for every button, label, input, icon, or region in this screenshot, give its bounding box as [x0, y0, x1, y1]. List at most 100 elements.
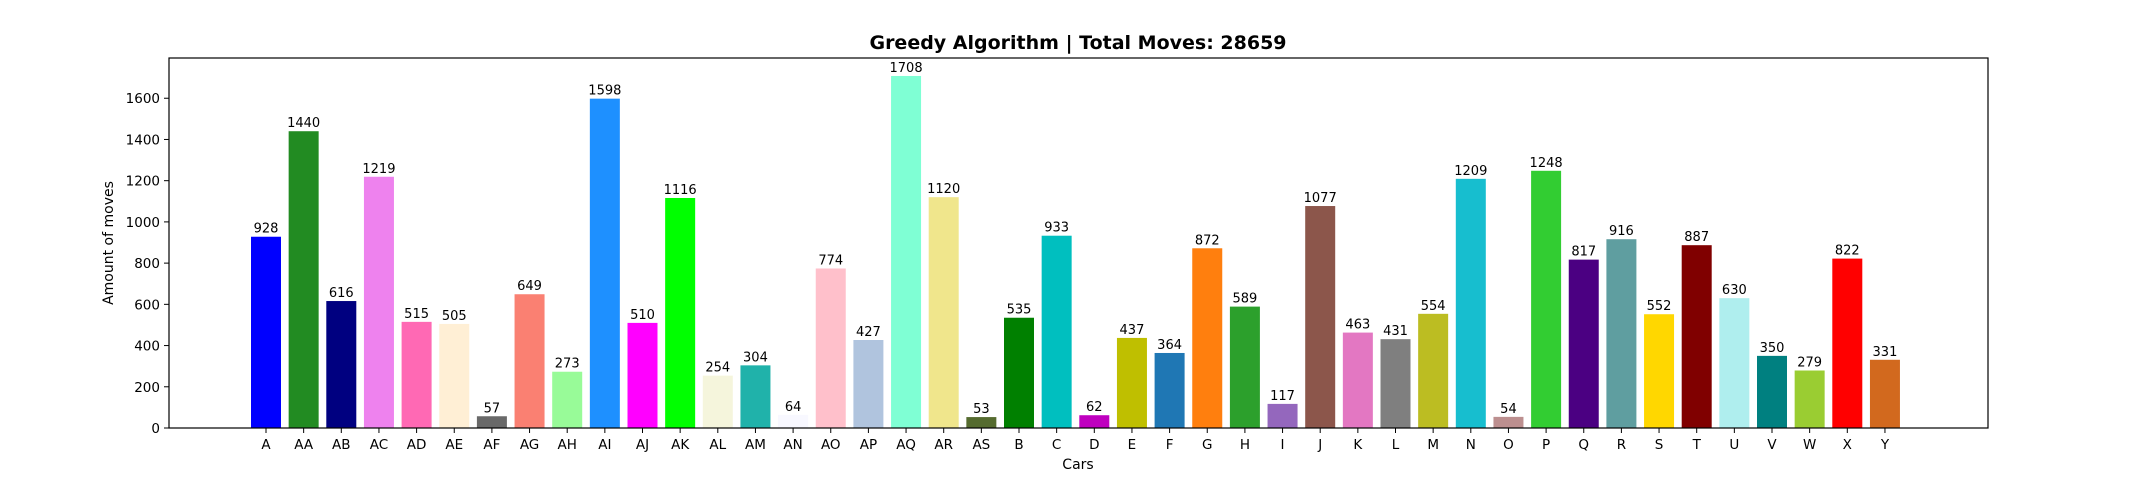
y-tick-label-800: 800 [134, 256, 160, 272]
x-tick-label-AD: AD [407, 437, 427, 453]
bar-AE [439, 323, 470, 428]
x-tick-label-AC: AC [370, 437, 388, 453]
bar-AS [966, 417, 997, 428]
value-label-AP: 427 [856, 325, 881, 340]
x-tick-label-S: S [1655, 437, 1664, 453]
bar-AL [702, 375, 733, 428]
value-label-P: 1248 [1530, 156, 1563, 171]
y-axis-label: Amount of moves [101, 181, 117, 305]
x-tick-label-AK: AK [671, 437, 690, 453]
x-tick-label-AL: AL [709, 437, 726, 453]
bar-V [1757, 355, 1787, 428]
bar-C [1041, 235, 1072, 428]
y-tick-label-1600: 1600 [126, 91, 160, 107]
value-label-AJ: 510 [630, 308, 655, 323]
x-axis-label: Cars [1062, 457, 1093, 473]
value-label-AA: 1440 [287, 116, 320, 131]
value-label-AS: 53 [973, 402, 990, 417]
y-tick-label-1400: 1400 [126, 132, 160, 148]
bar-AN [778, 414, 809, 428]
bar-H [1229, 306, 1260, 428]
value-label-R: 916 [1609, 224, 1634, 239]
bar-W [1794, 370, 1825, 428]
x-tick-label-E: E [1128, 437, 1137, 453]
y-tick-label-600: 600 [134, 297, 160, 313]
x-axis-ticks: A AA AB AC AD AE AF AG AH AI AJ AK AL AM AN AO AP AQ AR AS B… [261, 428, 1890, 453]
value-label-I: 117 [1270, 389, 1295, 404]
bar-B [1004, 317, 1034, 428]
value-label-Q: 817 [1571, 245, 1596, 260]
chart-title: Greedy Algorithm | Total Moves: 28659 [869, 32, 1286, 54]
bar-AR [928, 197, 959, 428]
value-label-AE: 505 [442, 309, 467, 324]
bar-AF [476, 416, 507, 428]
bar-Y [1869, 359, 1900, 428]
value-label-H: 589 [1232, 292, 1257, 307]
bar-K [1342, 332, 1373, 428]
value-label-C: 933 [1044, 221, 1069, 236]
x-tick-label-Y: Y [1880, 437, 1890, 453]
x-tick-label-AG: AG [520, 437, 539, 453]
x-tick-label-X: X [1843, 437, 1852, 453]
plot-area-frame [168, 57, 1989, 429]
bar-AI [589, 98, 620, 429]
x-tick-label-AS: AS [972, 437, 990, 453]
value-label-AR: 1120 [927, 182, 960, 197]
value-label-F: 364 [1157, 338, 1182, 353]
bars-layer [251, 75, 1900, 429]
bar-A [251, 236, 281, 428]
x-tick-label-B: B [1014, 437, 1023, 453]
bar-Q [1568, 259, 1599, 428]
value-label-A: 928 [254, 222, 279, 237]
x-tick-label-R: R [1617, 437, 1626, 453]
bar-AD [401, 321, 432, 428]
bar-F [1154, 352, 1185, 428]
x-tick-label-M: M [1427, 437, 1439, 453]
bar-E [1116, 337, 1147, 428]
value-label-W: 279 [1797, 356, 1822, 371]
x-tick-label-AE: AE [445, 437, 463, 453]
value-label-L: 431 [1383, 324, 1408, 339]
value-label-AH: 273 [555, 357, 580, 372]
bar-G [1192, 248, 1223, 428]
bar-L [1380, 339, 1411, 428]
x-tick-label-C: C [1052, 437, 1061, 453]
bar-D [1079, 415, 1110, 428]
x-tick-label-D: D [1089, 437, 1099, 453]
x-tick-label-H: H [1240, 437, 1250, 453]
value-label-AD: 515 [404, 307, 429, 322]
x-tick-label-AJ: AJ [636, 437, 649, 453]
bar-S [1644, 314, 1675, 428]
x-tick-label-AN: AN [783, 437, 802, 453]
x-tick-label-AR: AR [934, 437, 953, 453]
x-tick-label-W: W [1803, 437, 1816, 453]
value-label-AG: 649 [517, 279, 542, 294]
x-tick-label-U: U [1729, 437, 1739, 453]
value-label-AK: 1116 [664, 183, 697, 198]
x-tick-label-O: O [1503, 437, 1514, 453]
value-label-AM: 304 [743, 350, 768, 365]
bar-AO [815, 268, 846, 428]
value-label-T: 887 [1684, 230, 1709, 245]
x-tick-label-Q: Q [1578, 437, 1589, 453]
x-tick-label-AP: AP [860, 437, 877, 453]
value-label-AN: 64 [785, 400, 802, 415]
bar-AQ [891, 75, 922, 428]
y-tick-label-200: 200 [134, 380, 160, 396]
x-tick-label-AM: AM [745, 437, 766, 453]
bar-J [1305, 206, 1336, 428]
bar-AH [552, 371, 583, 428]
x-tick-label-AB: AB [332, 437, 351, 453]
bar-AG [514, 294, 545, 428]
x-tick-label-AA: AA [294, 437, 314, 453]
x-tick-label-K: K [1353, 437, 1363, 453]
x-tick-label-F: F [1166, 437, 1174, 453]
bar-AP [853, 340, 884, 428]
x-tick-label-T: T [1692, 437, 1702, 453]
bar-R [1606, 239, 1637, 428]
x-tick-label-AH: AH [558, 437, 577, 453]
bar-AC [363, 176, 394, 428]
value-label-B: 535 [1007, 303, 1032, 318]
x-tick-label-AF: AF [483, 437, 500, 453]
y-tick-label-400: 400 [134, 339, 160, 355]
